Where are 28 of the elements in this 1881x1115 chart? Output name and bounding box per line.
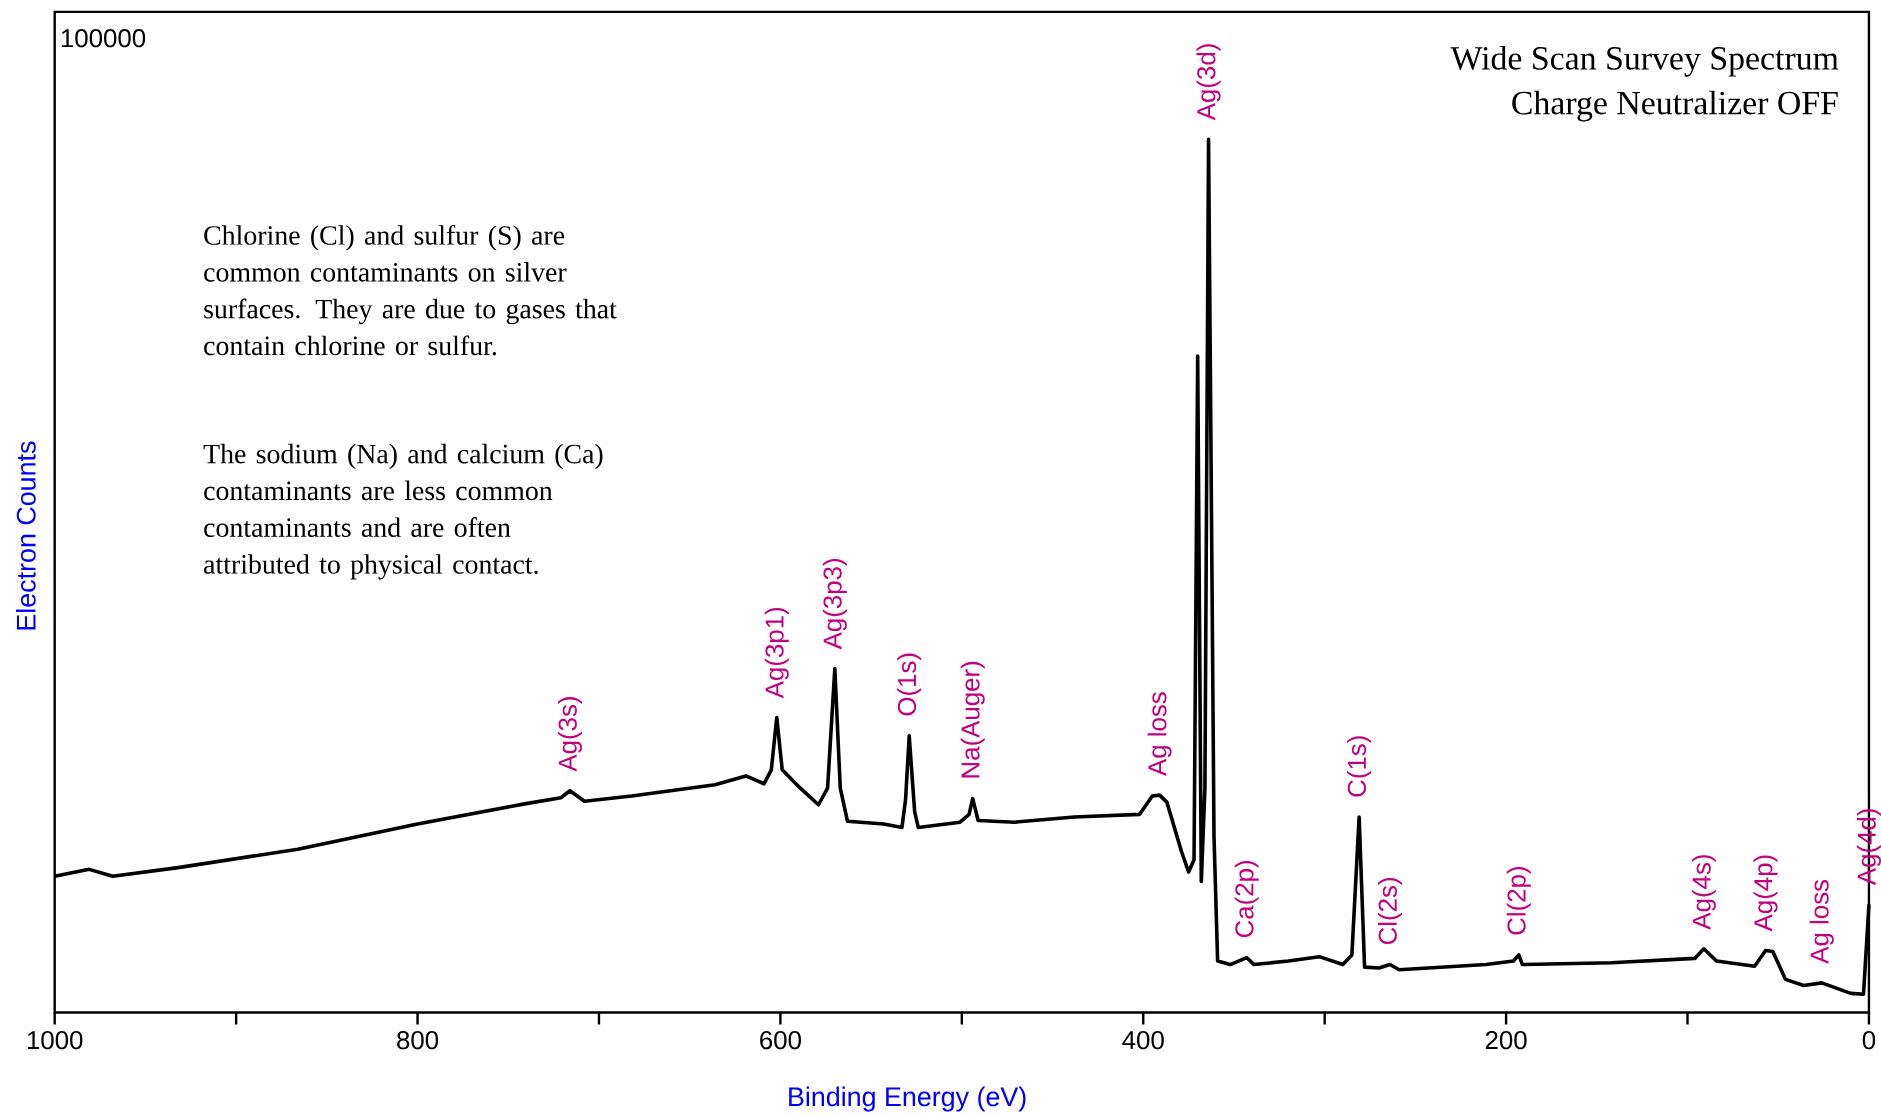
x-tick-label: 200 <box>1485 1030 1527 1050</box>
annotation: Cl(2s) <box>1377 878 1403 945</box>
annotation: C(1s) <box>1347 736 1372 797</box>
x-tick-label: 400 <box>1122 1030 1164 1050</box>
annotation: Ag(4p) <box>1753 855 1778 932</box>
chart-title: Wide Scan Survey Spectrum <box>1450 45 1839 77</box>
annotation: Ag(4d) <box>1856 809 1881 886</box>
annotation: The sodium (Na) and calcium (Ca) contaminants are less common contaminants and are often attributed to physical contact. <box>203 443 603 580</box>
annotation: Chlorine (Cl) and sulfur (S) are common contaminants on silver surfaces. They are due to gases that contain chlorine or sulfur. <box>204 224 617 356</box>
x-axis-title: Binding Energy (eV) <box>789 1086 1026 1112</box>
x-tick-label: 0 <box>1862 1030 1876 1050</box>
x-tick-label: 600 <box>760 1030 801 1050</box>
annotation: Ag(3s) <box>557 697 582 772</box>
annotation: Ag(3d) <box>1196 44 1221 121</box>
annotation: Ag(4s) <box>1691 855 1716 930</box>
x-tick-label: 1000 <box>27 1030 83 1050</box>
text: 100000 <box>61 29 146 48</box>
annotation: O(1s) <box>897 653 922 716</box>
annotation: Cl(2p) <box>1506 867 1531 935</box>
annotation: Ag(3p1) <box>764 607 789 699</box>
annotation: Ag loss <box>1809 879 1834 964</box>
annotation: Na(Auger) <box>960 661 985 778</box>
annotation: Ag(3p3) <box>822 559 847 650</box>
x-tick-label: 800 <box>397 1030 439 1050</box>
chart-subtitle: Charge Neutralizer OFF <box>1512 90 1838 122</box>
annotation: Ca(2p) <box>1234 861 1259 938</box>
y-axis-title: Electron Counts <box>16 441 36 630</box>
annotation: Ag loss <box>1147 692 1172 776</box>
